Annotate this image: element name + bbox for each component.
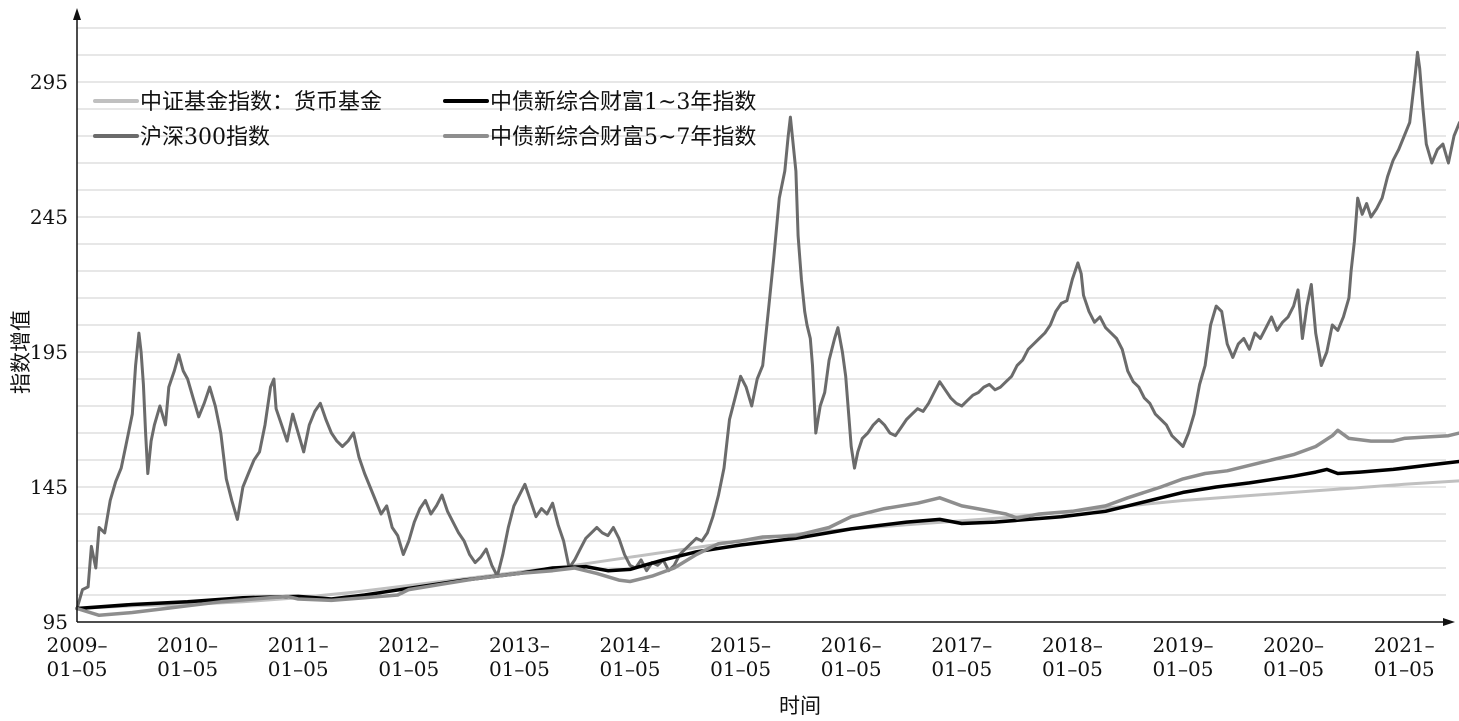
x-tick-label-line: 2015–	[710, 633, 771, 657]
x-tick-label-line: 01–05	[1263, 657, 1324, 681]
x-tick-label: 2016–01–05	[821, 633, 882, 681]
series-line-1	[75, 479, 1459, 610]
series-line-4	[75, 428, 1459, 618]
y-tick-labels: 95 145 195 245 295	[30, 70, 68, 634]
x-tick-label: 2021–01–05	[1374, 633, 1435, 681]
x-tick-label-line: 2012–	[378, 633, 439, 657]
x-tick-label-line: 01–05	[378, 657, 439, 681]
y-tick-label: 245	[30, 205, 68, 229]
x-tick-label-line: 2017–	[931, 633, 992, 657]
legend-label: 中证基金指数：货币基金	[140, 90, 382, 115]
x-tick-label-line: 2018–	[1042, 633, 1103, 657]
x-tick-label-line: 2020–	[1263, 633, 1324, 657]
legend-item: 中证基金指数：货币基金	[93, 90, 382, 115]
x-tick-label-line: 01–05	[1374, 657, 1435, 681]
x-tick-label-line: 2019–	[1153, 633, 1214, 657]
x-tick-label-line: 01–05	[1153, 657, 1214, 681]
x-tick-label-line: 2009–	[47, 633, 108, 657]
x-tick-label-line: 01–05	[268, 657, 329, 681]
axes	[73, 8, 1455, 626]
legend-item: 沪深300指数	[93, 125, 270, 150]
x-tick-label: 2013–01–05	[489, 633, 550, 681]
y-axis-title: 指数增值	[9, 310, 33, 394]
x-tick-label-line: 2010–	[157, 633, 218, 657]
x-tick-label-line: 2021–	[1374, 633, 1435, 657]
legend-label: 沪深300指数	[140, 125, 270, 150]
x-tick-label-line: 01–05	[931, 657, 992, 681]
x-tick-labels: 2009–01–052010–01–052011–01–052012–01–05…	[47, 633, 1435, 681]
x-tick-label-line: 2013–	[489, 633, 550, 657]
x-tick-label: 2011–01–05	[268, 633, 329, 681]
x-tick-label-line: 01–05	[47, 657, 108, 681]
gridlines	[77, 27, 1446, 596]
y-tick-label: 295	[30, 70, 68, 94]
x-tick-label: 2017–01–05	[931, 633, 992, 681]
legend-item: 中债新综合财富1~3年指数	[443, 90, 756, 115]
x-tick-label: 2020–01–05	[1263, 633, 1324, 681]
x-tick-label: 2012–01–05	[378, 633, 439, 681]
x-tick-label-line: 2014–	[600, 633, 661, 657]
x-tick-label: 2014–01–05	[600, 633, 661, 681]
x-tick-label-line: 2016–	[821, 633, 882, 657]
y-tick-label: 95	[43, 610, 68, 634]
y-tick-label: 145	[30, 475, 68, 499]
x-axis-title: 时间	[779, 694, 821, 718]
x-tick-label: 2019–01–05	[1153, 633, 1214, 681]
y-axis-arrow-icon	[73, 8, 81, 20]
series-line-2	[75, 50, 1459, 610]
x-tick-label-line: 01–05	[710, 657, 771, 681]
x-tick-label-line: 01–05	[1042, 657, 1103, 681]
x-tick-label-line: 01–05	[489, 657, 550, 681]
x-tick-label: 2010–01–05	[157, 633, 218, 681]
x-tick-label-line: 01–05	[157, 657, 218, 681]
legend-item: 中债新综合财富5~7年指数	[443, 125, 756, 150]
x-axis-arrow-icon	[1443, 618, 1455, 626]
series-line-3	[75, 459, 1459, 611]
x-tick-label-line: 2011–	[268, 633, 329, 657]
y-tick-label: 195	[30, 340, 68, 364]
x-tick-label: 2018–01–05	[1042, 633, 1103, 681]
x-tick-label-line: 01–05	[600, 657, 661, 681]
x-tick-label: 2009–01–05	[47, 633, 108, 681]
legend-label: 中债新综合财富1~3年指数	[490, 90, 756, 115]
series-lines	[75, 50, 1459, 618]
legend-label: 中债新综合财富5~7年指数	[490, 125, 756, 150]
x-tick-label-line: 01–05	[821, 657, 882, 681]
x-tick-label: 2015–01–05	[710, 633, 771, 681]
